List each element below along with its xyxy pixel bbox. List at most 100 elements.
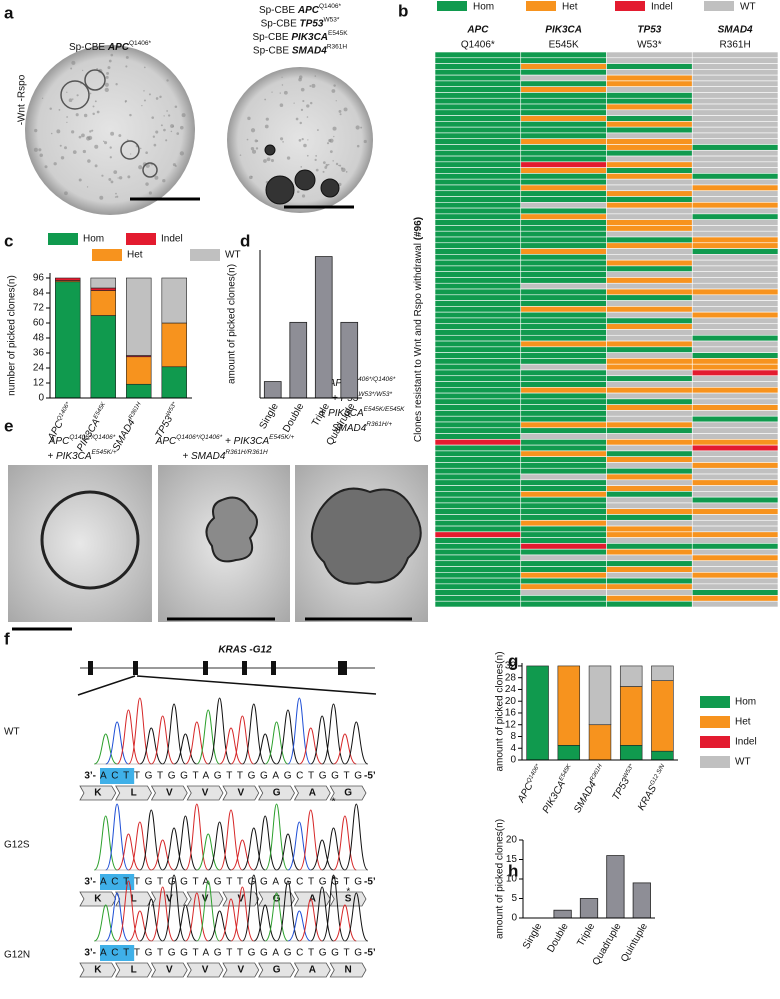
organoid [264,144,276,156]
heatmap-cell [520,375,607,382]
heatmap-cell [606,363,693,371]
speckle [315,154,318,157]
speckle [53,162,57,166]
heatmap-cell [434,502,522,510]
heatmap-cell [434,265,522,272]
heatmap-cell [520,306,607,313]
sequence: ACTTGTGGTAGTTGGAGCTGGTG [100,877,362,888]
heatmap-cell [691,259,779,267]
chromatogram-peak [162,827,186,871]
y-tick-label: 20 [505,696,517,707]
bar-segment [90,290,116,316]
speckle [281,76,283,78]
speckle [333,135,335,138]
x-tick-label: Single [257,401,281,431]
legend-swatch [92,249,122,261]
bar-segment [126,383,152,399]
speckle [141,105,143,107]
y-tick-label: 72 [33,303,45,314]
x-tick-label: Triple [575,921,597,948]
codon-box [293,891,331,907]
heatmap-cell [606,74,693,82]
chromatogram-peak [230,715,255,765]
heatmap-cell [520,288,607,296]
speckle [316,129,319,131]
heatmap-cell [691,543,779,550]
organoid [120,140,140,160]
heatmap-cell [434,439,522,446]
amino-acid: G [273,788,281,799]
heatmap-cell [520,415,607,423]
heatmap-cell [434,311,522,319]
heatmap-cell [606,525,693,533]
bar-segment [588,665,612,726]
heatmap-cell [520,282,607,290]
bar-segment [651,665,674,681]
category: PIK3CA [540,779,567,816]
speckle [279,92,281,94]
heatmap-cell [434,80,522,87]
chromatogram-peak [207,821,232,871]
heatmap-cell [520,334,607,342]
label-count: (#96) [413,217,424,240]
heatmap-cell [691,381,779,388]
heatmap-cell [520,456,607,463]
chromatogram-peak [253,904,277,942]
heatmap-cell [691,514,779,521]
speckle [59,144,62,147]
heatmap-cell [434,577,522,585]
heatmap-cell [520,496,607,504]
y-tick-label: 4 [510,743,516,754]
heatmap-cell [606,86,693,93]
heatmap-cell [434,144,522,151]
caption-prefix: Sp-CBE [259,5,298,16]
legend-swatch [700,756,730,768]
heatmap-cell [606,248,693,255]
speckle [116,195,119,198]
organoid [205,496,258,563]
heatmap-cell [691,496,779,504]
heatmap-cell [606,595,693,602]
heatmap-cell [434,288,522,296]
panel-label: g [508,651,518,670]
superscript: E545K/E545K [364,406,406,413]
speckle [286,156,291,160]
heatmap-cell [691,329,779,336]
heatmap-cell [691,444,779,452]
speckle [155,130,159,134]
heatmap-cell [520,121,607,128]
heatmap-cell [520,462,607,469]
heatmap-cell [691,531,779,538]
heatmap-cell [434,450,522,457]
speckle [283,90,288,95]
heatmap-cell [691,294,779,301]
heatmap-cell [606,479,693,486]
heatmap-cell [520,190,607,197]
category: Double [545,921,571,954]
heatmap-cell [434,415,522,423]
heatmap-cell [520,173,607,180]
speckle [333,84,336,87]
speckle [255,147,259,150]
chromatogram-peak [344,721,368,765]
heatmap-cell [691,282,779,290]
heatmap-cell [606,572,693,579]
chromatogram-peak [173,733,198,765]
heatmap-cell [606,410,693,417]
y-tick-label: 24 [505,684,517,695]
heatmap-cell [691,132,779,140]
heatmap-cell [691,346,779,353]
superscript: Q1406*/Q1406* [69,434,115,441]
x-tick-label: Quintuple [619,921,650,964]
superscript: E545K/+ [269,434,294,441]
heatmap-cell [606,300,693,307]
speckle [148,93,151,96]
heatmap-cell [691,462,779,469]
chromatogram-peak [219,727,243,765]
heatmap-cell [691,560,779,567]
heatmap-cell [691,311,779,319]
heatmap-cell [691,138,779,145]
heatmap-cell [691,369,779,377]
gene: APC [48,436,70,447]
speckle [335,162,339,166]
